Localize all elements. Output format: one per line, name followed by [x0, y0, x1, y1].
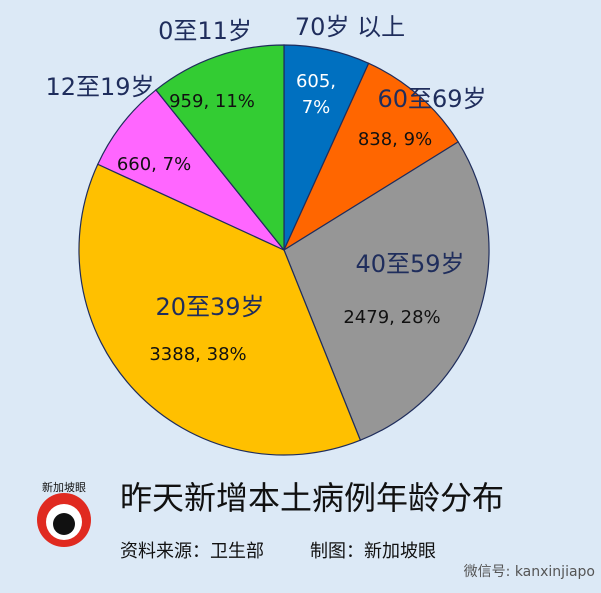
pie-slice	[283, 141, 490, 442]
category-label: 40至59岁	[355, 250, 464, 278]
pie-slice	[282, 62, 460, 252]
category-label: 12至19岁	[45, 73, 154, 101]
value-label: 660, 7%	[117, 154, 191, 175]
value-label: 2479, 28%	[343, 307, 440, 328]
category-label: 70岁 以上	[295, 13, 405, 41]
source: 资料来源：卫生部	[120, 541, 264, 562]
value-label-line: 7%	[302, 97, 331, 118]
value-label-line: 605,	[296, 71, 336, 92]
value-label: 959, 11%	[169, 91, 255, 112]
category-label: 0至11岁	[158, 17, 252, 45]
pie-slice	[78, 163, 362, 456]
value-label: 605, 7%	[296, 71, 336, 118]
credit: 制图：新加坡眼	[310, 541, 436, 562]
value-label: 838, 9%	[358, 129, 432, 150]
logo: 新加坡眼	[37, 480, 91, 547]
logo-eye	[53, 513, 75, 535]
logo-text: 新加坡眼	[42, 480, 86, 494]
chart-title: 昨天新增本土病例年龄分布	[120, 479, 504, 517]
pie-slice	[155, 44, 285, 252]
category-label: 20至39岁	[155, 293, 264, 321]
watermark: 微信号: kanxinjiapo	[464, 564, 595, 580]
value-label: 3388, 38%	[149, 344, 246, 365]
category-label: 60至69岁	[377, 85, 486, 113]
